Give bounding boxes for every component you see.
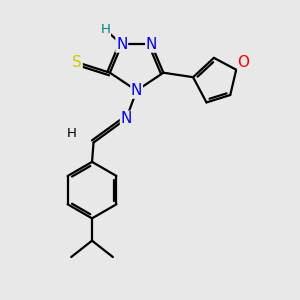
Text: N: N [146,37,157,52]
Text: H: H [66,127,76,140]
Text: N: N [116,37,128,52]
Text: N: N [121,111,132,126]
Text: S: S [72,55,82,70]
Text: H: H [100,23,110,36]
Text: N: N [131,83,142,98]
Text: O: O [238,55,250,70]
